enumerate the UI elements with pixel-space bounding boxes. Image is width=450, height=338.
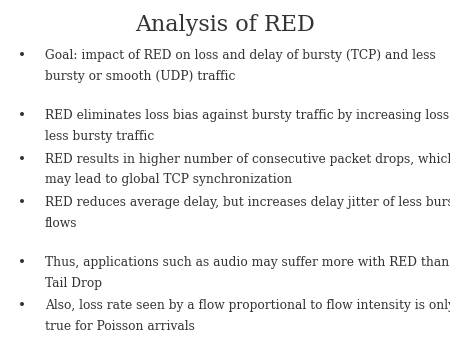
Text: true for Poisson arrivals: true for Poisson arrivals <box>45 320 195 333</box>
Text: Goal: impact of RED on loss and delay of bursty (TCP) and less: Goal: impact of RED on loss and delay of… <box>45 49 436 62</box>
Text: •: • <box>18 256 26 270</box>
Text: RED eliminates loss bias against bursty traffic by increasing loss of: RED eliminates loss bias against bursty … <box>45 109 450 122</box>
Text: RED reduces average delay, but increases delay jitter of less bursty: RED reduces average delay, but increases… <box>45 196 450 209</box>
Text: Tail Drop: Tail Drop <box>45 277 102 290</box>
Text: RED results in higher number of consecutive packet drops, which: RED results in higher number of consecut… <box>45 152 450 166</box>
Text: bursty or smooth (UDP) traffic: bursty or smooth (UDP) traffic <box>45 70 235 83</box>
Text: •: • <box>18 109 26 123</box>
Text: flows: flows <box>45 217 77 230</box>
Text: •: • <box>18 49 26 63</box>
Text: Analysis of RED: Analysis of RED <box>135 14 315 35</box>
Text: may lead to global TCP synchronization: may lead to global TCP synchronization <box>45 173 292 186</box>
Text: •: • <box>18 152 26 167</box>
Text: Also, loss rate seen by a flow proportional to flow intensity is only: Also, loss rate seen by a flow proportio… <box>45 299 450 312</box>
Text: •: • <box>18 299 26 313</box>
Text: less bursty traffic: less bursty traffic <box>45 130 154 143</box>
Text: Thus, applications such as audio may suffer more with RED than: Thus, applications such as audio may suf… <box>45 256 449 269</box>
Text: •: • <box>18 196 26 210</box>
